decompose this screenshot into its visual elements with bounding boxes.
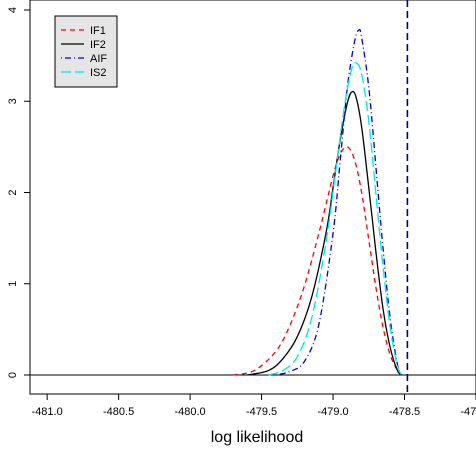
x-tick-label: -478.0 [460,406,476,418]
legend-label-aif: AIF [90,53,107,65]
x-tick-label: -478.5 [389,406,420,418]
legend-label-if1: IF1 [90,25,106,37]
x-tick-label: -480.0 [174,406,205,418]
x-tick-label: -480.5 [103,406,134,418]
x-axis-title: log likelihood [211,429,304,446]
series-line-if2 [247,90,403,376]
x-tick-label: -479.0 [317,406,348,418]
legend-label-if2: IF2 [90,39,106,51]
y-tick-label: 3 [7,98,19,104]
y-tick-label: 2 [7,189,19,195]
legend: IF1 IF2 AIF IS2 [54,15,118,88]
y-axis: 0 1 2 3 4 [7,7,31,378]
x-axis: -481.0 -480.5 -480.0 -479.5 -479.0 -478.5 -478… [32,393,476,418]
y-tick-label: 0 [7,372,19,378]
y-tick-label: 4 [7,7,19,13]
x-tick-label: -479.5 [246,406,277,418]
legend-label-is2: IS2 [90,67,107,79]
y-tick-label: 1 [7,281,19,287]
legend-box [54,15,118,88]
series-line-is2 [268,61,403,376]
series-layer [232,28,403,376]
x-tick-label: -481.0 [32,406,63,418]
